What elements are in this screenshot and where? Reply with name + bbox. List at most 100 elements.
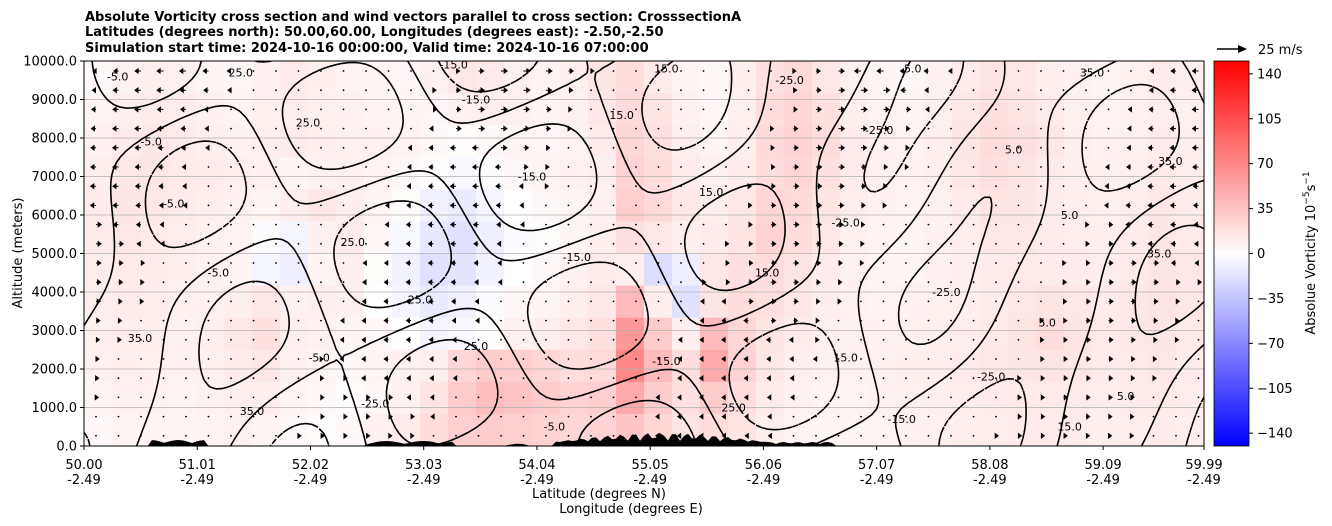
wind-vector bbox=[1192, 183, 1199, 190]
wind-vector bbox=[721, 355, 726, 363]
wind-vector bbox=[927, 223, 930, 226]
wind-vector bbox=[1108, 336, 1114, 343]
wind-vector bbox=[1017, 223, 1020, 226]
wind-vector bbox=[927, 166, 930, 168]
y-tick-label: 7000.0 bbox=[32, 170, 78, 185]
wind-vector bbox=[1108, 259, 1114, 267]
heatmap-cell bbox=[812, 253, 841, 287]
plot-area: -5.0 25.0 -15.0 15.0 -25.0 5.0 35.0 -5.0 25.0 -15… bbox=[84, 61, 1204, 446]
x-tick-label-longitude: -2.49 bbox=[633, 473, 667, 488]
wind-vector bbox=[1085, 166, 1087, 168]
wind-vector bbox=[816, 202, 823, 209]
wind-vector bbox=[522, 281, 525, 284]
wind-vector bbox=[972, 319, 975, 322]
wind-vector bbox=[680, 166, 682, 168]
wind-vector bbox=[275, 300, 277, 303]
heatmap-cell bbox=[532, 253, 561, 287]
wind-vector bbox=[477, 415, 480, 418]
wind-vector bbox=[523, 87, 531, 94]
wind-vector bbox=[612, 223, 615, 226]
heatmap-cell bbox=[700, 125, 729, 158]
wind-vector bbox=[157, 163, 164, 171]
heatmap-cell bbox=[952, 349, 981, 383]
wind-vector bbox=[96, 298, 102, 305]
heatmap-cell bbox=[1092, 157, 1121, 190]
wind-vector bbox=[743, 375, 749, 382]
wind-vector bbox=[972, 396, 975, 399]
wind-vector bbox=[792, 434, 795, 437]
contour-label: 25.0 bbox=[464, 340, 489, 353]
wind-vector bbox=[297, 300, 300, 303]
contour-label: 25.0 bbox=[296, 117, 321, 130]
wind-vector bbox=[995, 262, 997, 264]
wind-vector bbox=[1175, 396, 1177, 399]
wind-vector bbox=[790, 394, 795, 401]
contour-label: 15.0 bbox=[609, 109, 634, 122]
wind-vector bbox=[1108, 432, 1113, 439]
wind-vector bbox=[230, 262, 232, 264]
wind-vector bbox=[406, 375, 411, 382]
colorbar-tick-label: −35 bbox=[1257, 292, 1284, 307]
wind-vector bbox=[972, 338, 975, 341]
heatmap-cell bbox=[1176, 317, 1204, 351]
wind-vector bbox=[275, 185, 277, 188]
wind-vector bbox=[927, 204, 930, 207]
contour-label: 35.0 bbox=[128, 332, 153, 345]
heatmap-cell bbox=[784, 381, 813, 415]
heatmap-cell bbox=[364, 349, 393, 383]
wind-vector bbox=[1152, 355, 1158, 363]
wind-vector bbox=[882, 338, 885, 341]
wind-vector bbox=[1107, 70, 1110, 72]
wind-vector bbox=[478, 87, 485, 94]
wind-vector bbox=[1197, 396, 1200, 399]
x-tick-label-latitude: 51.01 bbox=[179, 458, 216, 473]
heatmap-cell bbox=[980, 349, 1009, 383]
wind-vector bbox=[140, 279, 145, 286]
wind-vector bbox=[1127, 106, 1132, 113]
heatmap-cell bbox=[224, 317, 253, 351]
heatmap-cell bbox=[616, 157, 645, 190]
wind-vector bbox=[1197, 300, 1200, 303]
wind-vector bbox=[1107, 146, 1110, 149]
heatmap-cell bbox=[84, 317, 113, 351]
contour-label: 15.0 bbox=[654, 63, 679, 76]
wind-vector bbox=[522, 377, 525, 380]
wind-vector bbox=[882, 281, 885, 284]
wind-vector bbox=[995, 223, 997, 226]
wind-vector bbox=[428, 298, 434, 305]
wind-vector bbox=[518, 183, 524, 190]
wind-vector bbox=[1191, 67, 1199, 75]
wind-vector bbox=[1039, 317, 1045, 324]
wind-vector bbox=[1125, 221, 1131, 228]
wind-vector bbox=[744, 432, 749, 439]
wind-vector bbox=[1147, 163, 1154, 171]
heatmap-cell bbox=[336, 381, 365, 415]
wind-vector bbox=[1063, 355, 1069, 363]
wind-vector bbox=[748, 202, 753, 209]
wind-vector bbox=[545, 223, 547, 226]
contour-label: 15.0 bbox=[833, 351, 858, 364]
heatmap-cell bbox=[84, 61, 113, 94]
wind-vector bbox=[725, 166, 727, 168]
wind-vector bbox=[1197, 377, 1200, 380]
wind-vector bbox=[1108, 298, 1114, 305]
x-axis-label-longitude: Longitude (degrees E) bbox=[559, 502, 703, 517]
heatmap-cell bbox=[784, 61, 813, 94]
heatmap-cell bbox=[1120, 189, 1149, 223]
heatmap-cell bbox=[168, 189, 197, 223]
wind-vector bbox=[95, 355, 100, 363]
wind-vector bbox=[725, 204, 727, 207]
wind-vector bbox=[406, 394, 411, 401]
heatmap-cell bbox=[140, 253, 169, 287]
wind-vector bbox=[883, 163, 889, 171]
wind-vector bbox=[384, 221, 389, 228]
wind-vector bbox=[905, 242, 907, 245]
wind-vector bbox=[1169, 144, 1176, 151]
wind-vector bbox=[545, 396, 547, 399]
y-axis: 0.0 1000.0 2000.0 3000.0 4000.0 5000.0 6000.0 7… bbox=[23, 55, 84, 455]
wind-vector bbox=[837, 377, 840, 380]
wind-vector bbox=[135, 221, 141, 228]
wind-vector bbox=[590, 127, 592, 130]
wind-vector bbox=[927, 262, 930, 264]
wind-vector bbox=[140, 358, 142, 360]
